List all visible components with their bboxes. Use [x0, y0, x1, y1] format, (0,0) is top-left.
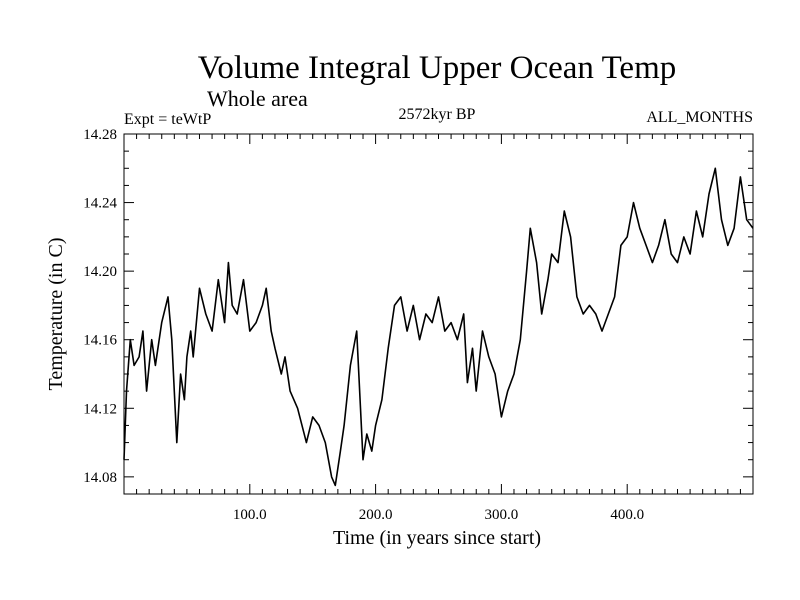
x-tick-label: 400.0 — [610, 507, 644, 523]
chart-subtitle: Whole area — [207, 86, 308, 111]
y-axis-label: Temperature (in C) — [45, 238, 67, 391]
y-tick-label: 14.08 — [83, 470, 117, 486]
x-tick-label: 300.0 — [485, 507, 519, 523]
y-tick-label: 14.16 — [83, 333, 117, 349]
experiment-label: Expt = teWtP — [124, 111, 211, 128]
plot-frame — [123, 133, 754, 495]
y-tick-label: 14.12 — [83, 401, 117, 417]
axis-ticks — [124, 133, 753, 495]
axis-tick-labels: 100.0 200.0 300.0 400.0 14.08 14.12 14.16 14.20… — [83, 127, 644, 523]
x-axis-label: Time (in years since start) — [333, 527, 541, 549]
chart-title: Volume Integral Upper Ocean Temp — [198, 50, 676, 86]
temperature-series-line — [123, 167, 754, 487]
y-tick-label: 14.24 — [83, 196, 117, 212]
months-label: ALL_MONTHS — [646, 109, 753, 126]
x-tick-label: 100.0 — [233, 507, 267, 523]
y-tick-label: 14.20 — [83, 264, 117, 280]
y-tick-label: 14.28 — [83, 127, 117, 143]
period-label: 2572kyr BP — [399, 106, 476, 123]
x-tick-label: 200.0 — [359, 507, 393, 523]
